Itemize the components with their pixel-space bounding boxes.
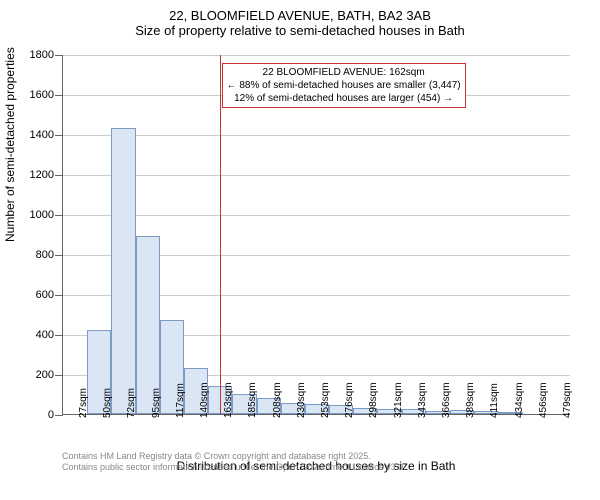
grid-line: [63, 215, 570, 216]
x-tick-label: 411sqm: [489, 383, 500, 418]
y-tick-label: 200: [36, 369, 54, 381]
subtitle: Size of property relative to semi-detach…: [0, 23, 600, 38]
footnote-line1: Contains HM Land Registry data © Crown c…: [62, 451, 406, 463]
y-tick: [55, 375, 63, 376]
y-tick-label: 800: [36, 249, 54, 261]
x-tick-label: 253sqm: [320, 382, 331, 418]
x-tick-label: 366sqm: [441, 382, 452, 418]
y-axis-title: Number of semi-detached properties: [3, 47, 17, 242]
y-tick-label: 1800: [30, 49, 54, 61]
x-tick-label: 140sqm: [199, 382, 210, 418]
y-tick-label: 1400: [30, 129, 54, 141]
grid-line: [63, 135, 570, 136]
x-tick-label: 479sqm: [562, 382, 573, 418]
x-tick-label: 456sqm: [538, 382, 549, 418]
annotation-box: 22 BLOOMFIELD AVENUE: 162sqm← 88% of sem…: [222, 63, 466, 108]
y-tick: [55, 335, 63, 336]
plot-area: 22 BLOOMFIELD AVENUE: 162sqm← 88% of sem…: [62, 55, 570, 415]
x-tick-label: 389sqm: [465, 382, 476, 418]
annotation-line3: 12% of semi-detached houses are larger (…: [227, 92, 461, 105]
title-area: 22, BLOOMFIELD AVENUE, BATH, BA2 3AB Siz…: [0, 0, 600, 38]
y-tick: [55, 415, 63, 416]
footnote-line2: Contains public sector information licen…: [62, 462, 406, 474]
y-tick-label: 0: [48, 409, 54, 421]
y-tick-label: 400: [36, 329, 54, 341]
x-tick-label: 230sqm: [296, 382, 307, 418]
y-tick-label: 1200: [30, 169, 54, 181]
x-tick-label: 95sqm: [151, 388, 162, 418]
x-tick-label: 27sqm: [78, 388, 89, 418]
x-tick-label: 276sqm: [344, 382, 355, 418]
y-tick: [55, 215, 63, 216]
y-tick: [55, 95, 63, 96]
footnote: Contains HM Land Registry data © Crown c…: [62, 451, 406, 474]
y-tick: [55, 135, 63, 136]
annotation-line1: 22 BLOOMFIELD AVENUE: 162sqm: [227, 66, 461, 79]
x-tick-label: 72sqm: [126, 388, 137, 418]
x-tick-label: 185sqm: [247, 382, 258, 418]
x-tick-label: 298sqm: [368, 382, 379, 418]
y-tick: [55, 295, 63, 296]
histogram-bar: [111, 128, 135, 414]
x-tick-label: 434sqm: [514, 382, 525, 418]
main-title: 22, BLOOMFIELD AVENUE, BATH, BA2 3AB: [0, 8, 600, 23]
x-tick-label: 117sqm: [175, 383, 186, 418]
y-tick-label: 1600: [30, 89, 54, 101]
marker-line: [220, 55, 222, 414]
y-tick: [55, 55, 63, 56]
x-tick-label: 343sqm: [417, 382, 428, 418]
y-tick: [55, 255, 63, 256]
grid-line: [63, 55, 570, 56]
grid-line: [63, 175, 570, 176]
y-tick: [55, 175, 63, 176]
x-tick-label: 208sqm: [272, 382, 283, 418]
x-tick-label: 50sqm: [102, 388, 113, 418]
x-tick-label: 163sqm: [223, 382, 234, 418]
y-tick-label: 1000: [30, 209, 54, 221]
y-tick-label: 600: [36, 289, 54, 301]
annotation-line2: ← 88% of semi-detached houses are smalle…: [227, 79, 461, 92]
x-tick-label: 321sqm: [393, 382, 404, 418]
chart-wrap: Number of semi-detached properties 22 BL…: [0, 50, 600, 480]
